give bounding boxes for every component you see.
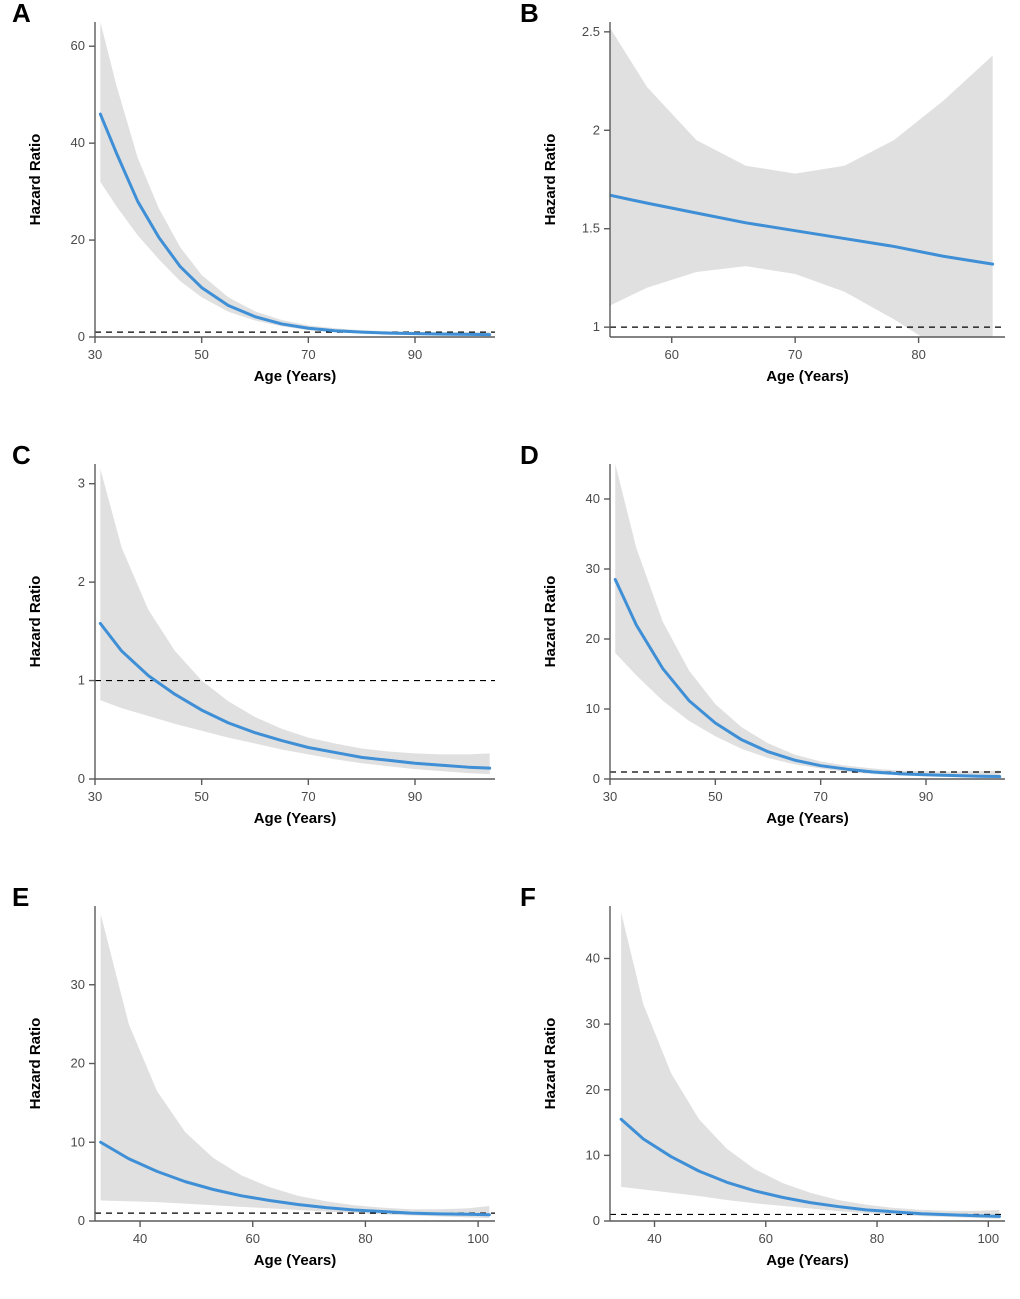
y-tick-label: 2 xyxy=(78,574,85,589)
ci-band xyxy=(100,22,489,336)
panel-label: A xyxy=(12,0,31,28)
y-tick-label: 10 xyxy=(586,701,600,716)
y-tick-label: 10 xyxy=(71,1134,85,1149)
panel-D: 30 50 70 90 0 10 20 30 40 Age (Years) Hazard Ratio… xyxy=(520,440,1005,827)
x-tick-label: 60 xyxy=(246,1231,260,1246)
y-tick-label: 2.5 xyxy=(582,24,600,39)
x-axis-label: Age (Years) xyxy=(766,1252,849,1269)
y-tick-label: 20 xyxy=(586,1082,600,1097)
panel-label: C xyxy=(12,440,31,470)
y-tick-label: 0 xyxy=(78,1213,85,1228)
x-tick-label: 40 xyxy=(133,1231,147,1246)
y-tick-label: 2 xyxy=(593,122,600,137)
x-tick-label: 70 xyxy=(301,347,315,362)
x-tick-label: 90 xyxy=(408,347,422,362)
x-tick-label: 40 xyxy=(647,1231,661,1246)
y-tick-label: 0 xyxy=(78,771,85,786)
x-tick-label: 30 xyxy=(603,789,617,804)
y-tick-label: 40 xyxy=(71,135,85,150)
x-tick-label: 80 xyxy=(870,1231,884,1246)
x-tick-label: 30 xyxy=(88,789,102,804)
x-axis-label: Age (Years) xyxy=(766,368,849,385)
y-tick-label: 30 xyxy=(71,977,85,992)
y-tick-label: 60 xyxy=(71,38,85,53)
y-tick-label: 30 xyxy=(586,1016,600,1031)
x-tick-label: 80 xyxy=(358,1231,372,1246)
x-axis-label: Age (Years) xyxy=(254,368,337,385)
y-tick-label: 10 xyxy=(586,1147,600,1162)
ci-band xyxy=(615,464,999,778)
x-tick-label: 50 xyxy=(194,789,208,804)
y-axis-label: Hazard Ratio xyxy=(27,134,44,226)
x-axis-label: Age (Years) xyxy=(254,1252,337,1269)
panel-label: B xyxy=(520,0,539,28)
panel-A: 30 50 70 90 0 20 40 60 Age (Years) Hazard Ratio A xyxy=(12,0,495,385)
panel-C: 30 50 70 90 0 1 2 3 Age (Years) Hazard Ratio C xyxy=(12,440,495,827)
panel-label: F xyxy=(520,882,536,912)
x-axis-label: Age (Years) xyxy=(766,810,849,827)
y-tick-label: 0 xyxy=(593,771,600,786)
x-tick-label: 90 xyxy=(919,789,933,804)
x-tick-label: 50 xyxy=(194,347,208,362)
x-tick-label: 70 xyxy=(301,789,315,804)
x-tick-label: 60 xyxy=(759,1231,773,1246)
ci-band xyxy=(610,28,993,378)
y-axis-label: Hazard Ratio xyxy=(542,576,559,668)
x-tick-label: 60 xyxy=(664,347,678,362)
x-tick-label: 50 xyxy=(708,789,722,804)
panel-label: E xyxy=(12,882,29,912)
x-tick-label: 100 xyxy=(467,1231,489,1246)
y-tick-label: 20 xyxy=(71,232,85,247)
x-tick-label: 80 xyxy=(911,347,925,362)
panel-label: D xyxy=(520,440,539,470)
y-tick-label: 0 xyxy=(593,1213,600,1228)
x-tick-label: 90 xyxy=(408,789,422,804)
y-axis-label: Hazard Ratio xyxy=(27,576,44,668)
panel-E: 40 60 80 100 0 10 20 30 Age (Years) Hazard Ratio E xyxy=(12,882,495,1269)
y-axis-label: Hazard Ratio xyxy=(542,1018,559,1110)
y-tick-label: 1.5 xyxy=(582,221,600,236)
y-tick-label: 0 xyxy=(78,329,85,344)
y-tick-label: 40 xyxy=(586,951,600,966)
y-tick-label: 1 xyxy=(78,673,85,688)
y-tick-label: 30 xyxy=(586,561,600,576)
x-tick-label: 70 xyxy=(788,347,802,362)
y-tick-label: 20 xyxy=(71,1056,85,1071)
x-tick-label: 100 xyxy=(977,1231,999,1246)
y-axis-label: Hazard Ratio xyxy=(542,134,559,226)
x-tick-label: 30 xyxy=(88,347,102,362)
y-tick-label: 3 xyxy=(78,476,85,491)
y-axis-label: Hazard Ratio xyxy=(27,1018,44,1110)
y-tick-label: 20 xyxy=(586,631,600,646)
panel-F: 40 60 80 100 0 10 20 30 40 Age (Years) Hazard Rati… xyxy=(520,882,1005,1269)
figure-svg: 305070900204060Age (Years)Hazard RatioA6… xyxy=(0,0,1020,1294)
y-tick-label: 40 xyxy=(586,491,600,506)
ci-band xyxy=(621,913,999,1219)
x-axis-label: Age (Years) xyxy=(254,810,337,827)
y-tick-label: 1 xyxy=(593,319,600,334)
panel-B: 60 70 80 1 1.5 2 2.5 Age (Years) Hazard Ratio B xyxy=(520,0,1005,385)
x-tick-label: 70 xyxy=(813,789,827,804)
figure-container: 305070900204060Age (Years)Hazard RatioA6… xyxy=(0,0,1020,1294)
ci-band xyxy=(100,469,489,774)
